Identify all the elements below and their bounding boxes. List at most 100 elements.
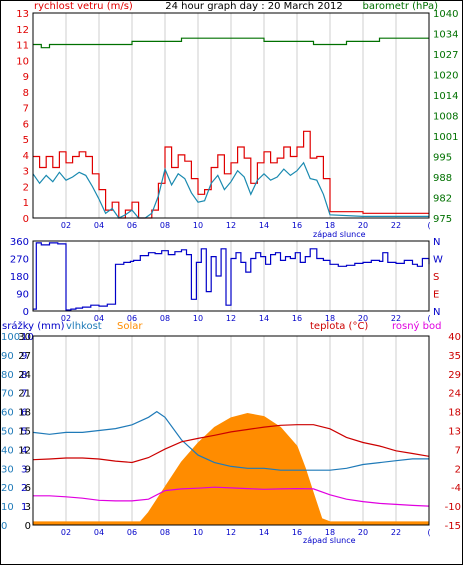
x-tick-label: 12	[226, 221, 236, 230]
x-tick-label: 10	[193, 528, 203, 537]
barometer-y-tick: 1034	[433, 30, 458, 41]
humidity-y-tick: 40	[1, 445, 14, 456]
precip-y-tick: 10	[21, 332, 34, 343]
chart-title: 24 hour graph day : 20 March 2012	[165, 1, 343, 12]
barometer-y-tick: 995	[433, 153, 452, 164]
x-tick-label: (	[427, 221, 430, 230]
temp-y-tick: -4	[451, 483, 461, 494]
solar-y-tick: 6	[25, 483, 31, 494]
x-tick-label: 18	[325, 221, 335, 230]
legend-solar: Solar	[117, 321, 143, 332]
x-tick-label: 08	[160, 221, 170, 230]
x-tick-label: 04	[94, 528, 104, 537]
wind-y-tick: 2	[23, 182, 29, 193]
barometer-y-tick: 1020	[433, 71, 458, 82]
wind-panel-series	[32, 37, 429, 219]
wind-y-tick: 0	[23, 214, 29, 225]
x-tick-label: 02	[61, 221, 71, 230]
precip-y-tick: 9	[21, 351, 27, 362]
x-tick-label: 22	[391, 528, 401, 537]
wind-y-tick: 3	[23, 167, 29, 178]
solar-area	[32, 412, 430, 526]
legend-temperature: teplota (°C)	[310, 321, 368, 332]
x-tick-label: (	[427, 314, 430, 323]
x-tick-label: 08	[160, 314, 170, 323]
solar-y-tick: 27	[18, 351, 31, 362]
x-tick-label: 18	[325, 314, 335, 323]
barometer-series	[33, 37, 429, 49]
barometer-y-tick: 988	[433, 173, 452, 184]
direction-panel-grid	[65, 241, 430, 311]
direction-compass-tick: E	[433, 290, 439, 301]
legend-precip: srážky (mm)	[2, 320, 65, 332]
temp-y-tick: 7	[455, 445, 461, 456]
wind-y-tick: 12	[16, 25, 29, 36]
barometer-axis-title: barometr (hPa)	[363, 1, 439, 12]
solar-y-tick: 18	[18, 408, 31, 419]
wind-y-tick: 9	[23, 72, 29, 83]
temp-panel-series	[32, 410, 430, 526]
temp-sunset-label: západ slunce	[303, 536, 356, 545]
x-tick-label: 02	[61, 528, 71, 537]
x-tick-label: 10	[193, 314, 203, 323]
humidity-y-tick: 50	[1, 427, 14, 438]
humidity-y-tick: 90	[1, 351, 14, 362]
x-tick-label: 14	[259, 528, 269, 537]
x-tick-label: 20	[358, 314, 368, 323]
wind-y-tick: 7	[23, 104, 29, 115]
humidity-y-tick: 100	[1, 332, 20, 343]
x-tick-label: 12	[226, 314, 236, 323]
humidity-y-tick: 0	[1, 521, 7, 532]
barometer-y-tick: 1014	[433, 91, 458, 102]
x-tick-label: 18	[325, 528, 335, 537]
solar-y-tick: 0	[25, 521, 31, 532]
solar-y-tick: 30	[18, 332, 31, 343]
legend-humidity: vlhkost	[66, 321, 102, 332]
x-tick-label: 06	[127, 314, 137, 323]
wind-panel-border	[32, 12, 430, 219]
wind-y-tick: 8	[23, 88, 29, 99]
temperature-series	[32, 424, 430, 464]
barometer-y-tick: 1040	[433, 9, 458, 20]
direction-y-tick: 180	[10, 272, 29, 283]
wind-y-tick: 10	[16, 56, 29, 67]
x-tick-label: 04	[94, 221, 104, 230]
humidity-y-tick: 20	[1, 483, 14, 494]
x-tick-label: 16	[292, 314, 302, 323]
solar-y-tick: 15	[18, 427, 31, 438]
wind-speed-series	[32, 161, 429, 219]
precip-y-tick: 8	[21, 370, 27, 381]
solar-y-tick: 12	[18, 445, 31, 456]
precip-y-tick: 2	[21, 483, 27, 494]
wind-gust-series	[33, 130, 429, 219]
x-tick-label: 02	[61, 314, 71, 323]
temp-panel-axes: 02 04 06 08 10 12 14 16 18 20 22 (01020304050607080…	[1, 332, 461, 537]
temp-y-tick: 18	[448, 408, 461, 419]
barometer-y-tick: 1008	[433, 112, 458, 123]
precip-y-tick: 3	[21, 464, 27, 475]
x-tick-label: 22	[391, 221, 401, 230]
x-tick-label: 04	[94, 314, 104, 323]
temp-y-tick: 13	[448, 427, 461, 438]
solar-y-tick: 24	[18, 370, 31, 381]
wind-y-tick: 1	[23, 198, 29, 209]
x-tick-label: 12	[226, 528, 236, 537]
humidity-y-tick: 60	[1, 408, 14, 419]
x-tick-label: 22	[391, 314, 401, 323]
wind-y-tick: 11	[16, 41, 29, 52]
wind-y-tick: 6	[23, 119, 29, 130]
temp-y-tick: -15	[445, 521, 461, 532]
wind-axis-title: rychlost vetru (m/s)	[34, 1, 133, 12]
x-tick-label: 08	[160, 528, 170, 537]
direction-compass-tick: W	[433, 255, 443, 266]
x-tick-label: 20	[358, 221, 368, 230]
direction-series	[33, 242, 430, 311]
barometer-y-tick: 1027	[433, 50, 458, 61]
wind-panel-axes: 02 04 06 08 10 12 14 16 18 20 22 (01234567891011121…	[16, 9, 458, 230]
direction-y-tick: 270	[10, 255, 29, 266]
humidity-y-tick: 10	[1, 502, 14, 513]
direction-panel-series	[33, 242, 430, 311]
x-tick-label: 06	[127, 528, 137, 537]
temp-y-tick: 2	[455, 464, 461, 475]
